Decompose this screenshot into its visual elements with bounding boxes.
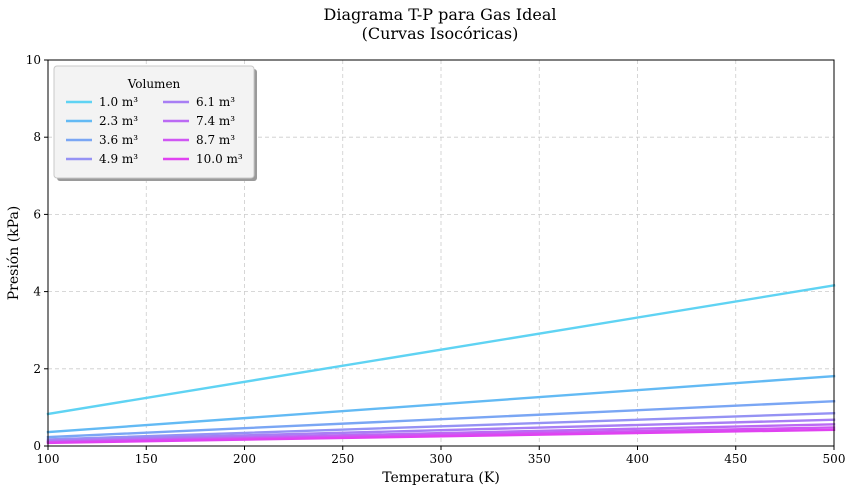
x-tick-label: 250 xyxy=(331,452,354,466)
legend-label: 4.9 m³ xyxy=(99,152,138,166)
legend: Volumen 1.0 m³ 2.3 m³ 3.6 m³ 4.9 m³ 6.1 m³ 7.… xyxy=(53,65,257,181)
y-tick-label: 4 xyxy=(33,285,41,299)
axis-ticks: 100 150 200 250 300 350 400 450 500 0 2 4 6 8 10 xyxy=(26,53,846,466)
y-tick-label: 2 xyxy=(33,362,41,376)
series-line xyxy=(46,418,836,442)
x-tick-label: 500 xyxy=(823,452,846,466)
x-tick-label: 350 xyxy=(528,452,551,466)
chart-subtitle: (Curvas Isocóricas) xyxy=(362,24,519,43)
x-tick-label: 150 xyxy=(135,452,158,466)
x-tick-label: 100 xyxy=(37,452,60,466)
legend-label: 10.0 m³ xyxy=(196,152,243,166)
y-tick-label: 10 xyxy=(26,53,41,67)
series-line xyxy=(46,284,836,416)
legend-box xyxy=(53,65,255,179)
series-line xyxy=(46,374,836,434)
legend-label: 7.4 m³ xyxy=(196,114,235,128)
series-line xyxy=(46,411,836,441)
legend-label: 3.6 m³ xyxy=(99,133,138,147)
y-tick-label: 8 xyxy=(33,130,41,144)
x-tick-label: 200 xyxy=(233,452,256,466)
chart-title: Diagrama T-P para Gas Ideal xyxy=(324,5,557,24)
y-axis-label: Presión (kPa) xyxy=(6,206,22,301)
series-line xyxy=(46,399,836,439)
legend-label: 1.0 m³ xyxy=(99,95,138,109)
series-line xyxy=(46,428,836,445)
y-tick-label: 6 xyxy=(33,207,41,221)
legend-label: 2.3 m³ xyxy=(99,114,138,128)
series-lines xyxy=(46,284,836,445)
x-tick-label: 450 xyxy=(724,452,747,466)
legend-title: Volumen xyxy=(127,77,181,91)
x-tick-label: 400 xyxy=(626,452,649,466)
legend-label: 8.7 m³ xyxy=(196,133,235,147)
y-tick-label: 0 xyxy=(33,439,41,453)
x-tick-label: 300 xyxy=(430,452,453,466)
legend-label: 6.1 m³ xyxy=(196,95,235,109)
x-axis-label: Temperatura (K) xyxy=(382,470,500,486)
legend-items: 1.0 m³ 2.3 m³ 3.6 m³ 4.9 m³ 6.1 m³ 7.4 m³ 8.7 … xyxy=(66,95,243,166)
